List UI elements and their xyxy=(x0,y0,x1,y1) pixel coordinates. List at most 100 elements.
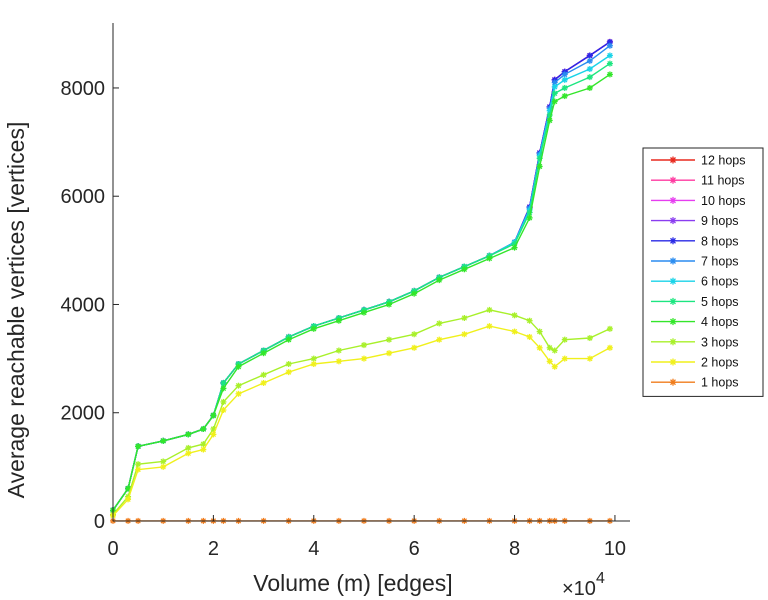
data-point-7-hops xyxy=(586,57,593,64)
legend-marker xyxy=(669,156,677,164)
data-point-3-hops xyxy=(606,325,613,332)
legend-label: 12 hops xyxy=(701,154,745,168)
legend-marker xyxy=(669,217,677,225)
series-line-3-hops xyxy=(112,309,611,515)
data-point-3-hops xyxy=(461,315,468,322)
legend-label: 2 hops xyxy=(701,356,739,370)
y-tick-label: 0 xyxy=(94,511,105,533)
data-point-4-hops xyxy=(561,93,568,100)
data-point-2-hops xyxy=(511,328,518,335)
x-tick-label: 4 xyxy=(308,538,319,560)
data-point-3-hops xyxy=(436,320,443,327)
data-point-3-hops xyxy=(586,335,593,342)
legend-box xyxy=(642,147,764,397)
data-point-5-hops xyxy=(561,84,568,91)
data-point-3-hops xyxy=(511,312,518,319)
data-point-3-hops xyxy=(200,441,207,448)
series-line-12-hops xyxy=(112,41,611,511)
legend-label: 6 hops xyxy=(701,275,739,289)
data-point-5-hops xyxy=(606,60,613,67)
data-point-4-hops xyxy=(260,350,267,357)
legend-item: 1 hops xyxy=(651,376,739,390)
y-tick-label: 6000 xyxy=(61,186,106,208)
y-tick-label: 4000 xyxy=(61,294,106,316)
legend-item: 4 hops xyxy=(651,315,739,329)
data-point-3-hops xyxy=(260,371,267,378)
series-line-4-hops xyxy=(112,73,611,511)
data-point-3-hops xyxy=(310,355,317,362)
data-point-6-hops xyxy=(586,66,593,73)
data-point-7-hops xyxy=(551,79,558,86)
series-line-10-hops xyxy=(112,41,611,511)
data-point-4-hops xyxy=(360,309,367,316)
y-tick-label: 2000 xyxy=(61,403,106,425)
data-point-2-hops xyxy=(386,350,393,357)
legend-label: 4 hops xyxy=(701,315,739,329)
legend-marker xyxy=(669,358,677,366)
data-point-5-hops xyxy=(220,379,227,386)
x-multiplier-exponent: 4 xyxy=(596,570,605,587)
data-point-6-hops xyxy=(551,83,558,90)
data-point-5-hops xyxy=(586,74,593,81)
data-point-2-hops xyxy=(486,323,493,330)
series-line-2-hops xyxy=(112,325,611,517)
data-point-4-hops xyxy=(210,412,217,419)
data-point-4-hops xyxy=(436,277,443,284)
data-point-2-hops xyxy=(135,466,142,473)
data-point-5-hops xyxy=(551,90,558,97)
data-point-3-hops xyxy=(185,444,192,451)
data-point-4-hops xyxy=(220,385,227,392)
legend-marker xyxy=(669,318,677,326)
series-line-9-hops xyxy=(112,41,611,511)
data-point-3-hops xyxy=(386,336,393,343)
data-point-8-hops xyxy=(586,52,593,59)
x-tick-label: 10 xyxy=(604,538,626,560)
legend-label: 3 hops xyxy=(701,335,739,349)
series-line-11-hops xyxy=(112,41,611,511)
data-point-2-hops xyxy=(285,369,292,376)
legend-label: 1 hops xyxy=(701,376,739,390)
data-point-2-hops xyxy=(551,363,558,370)
legend-item: 5 hops xyxy=(651,295,739,309)
data-point-7-hops xyxy=(606,42,613,49)
data-point-4-hops xyxy=(160,437,167,444)
data-point-4-hops xyxy=(461,266,468,273)
legend-marker xyxy=(669,277,677,285)
legend: 12 hops 11 hops 10 hops 9 hops 8 hops 7 hops 6… xyxy=(642,147,764,397)
data-point-2-hops xyxy=(210,431,217,438)
data-point-4-hops xyxy=(200,425,207,432)
data-point-6-hops xyxy=(561,76,568,83)
x-multiplier-base: ×10 xyxy=(562,578,596,600)
data-point-3-hops xyxy=(235,382,242,389)
data-point-7-hops xyxy=(561,71,568,78)
data-point-3-hops xyxy=(335,347,342,354)
data-point-3-hops xyxy=(411,331,418,338)
data-point-6-hops xyxy=(606,52,613,59)
data-point-2-hops xyxy=(461,331,468,338)
y-axis-title: Average reachable vertices [vertices] xyxy=(3,122,29,499)
x-axis-multiplier: ×104 xyxy=(562,570,605,600)
data-point-4-hops xyxy=(285,336,292,343)
data-point-2-hops xyxy=(160,463,167,470)
data-point-4-hops xyxy=(135,443,142,450)
data-point-2-hops xyxy=(335,358,342,365)
y-tick-label: 8000 xyxy=(61,78,106,100)
legend-label: 10 hops xyxy=(701,194,745,208)
data-point-3-hops xyxy=(160,458,167,465)
data-point-2-hops xyxy=(220,407,227,414)
data-point-2-hops xyxy=(561,355,568,362)
data-point-3-hops xyxy=(486,306,493,313)
series-line-8-hops xyxy=(112,41,611,511)
data-point-3-hops xyxy=(285,361,292,368)
data-point-3-hops xyxy=(135,461,142,468)
axes: 0 2 4 6 8 10 0 2000 4000 6000 8000 xyxy=(61,23,630,560)
series-group xyxy=(110,38,613,524)
legend-marker xyxy=(669,176,677,184)
data-point-4-hops xyxy=(235,363,242,370)
data-point-4-hops xyxy=(606,71,613,78)
legend-item: 12 hops xyxy=(651,154,745,168)
data-point-3-hops xyxy=(551,347,558,354)
data-point-4-hops xyxy=(551,98,558,105)
legend-item: 9 hops xyxy=(651,214,739,228)
legend-label: 9 hops xyxy=(701,214,739,228)
